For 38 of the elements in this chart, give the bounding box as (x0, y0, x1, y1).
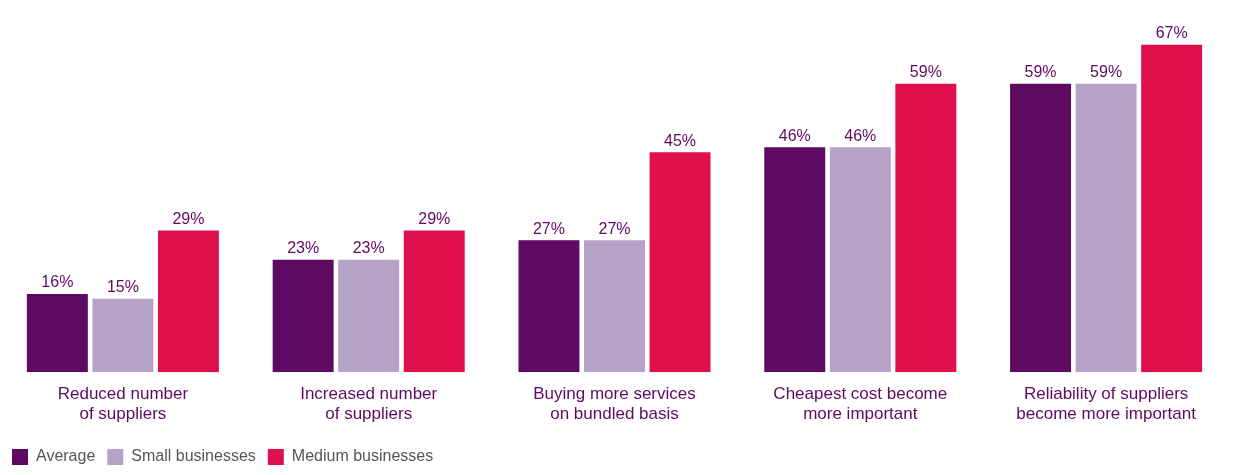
data-label: 27% (598, 219, 631, 237)
data-label: 16% (41, 273, 74, 291)
x-tick-label: Increased number of suppliers (300, 384, 438, 424)
bar (1141, 44, 1203, 373)
data-label: 67% (1155, 24, 1188, 42)
legend-label: Small businesses (131, 447, 256, 465)
data-label: 29% (172, 209, 205, 227)
legend-label: Medium businesses (291, 447, 434, 465)
bar (157, 230, 219, 373)
bar (338, 259, 400, 373)
bar (584, 240, 645, 373)
bar (272, 259, 334, 373)
x-tick-label: Reduced number of suppliers (57, 384, 189, 424)
bar (1075, 83, 1137, 373)
bar (649, 152, 711, 373)
legend-label: Average (36, 447, 96, 465)
data-label: 27% (532, 219, 565, 237)
bar (92, 298, 154, 373)
bar (1010, 83, 1072, 373)
data-label: 59% (909, 63, 942, 81)
data-label: 15% (106, 278, 139, 296)
x-tick-label: Buying more services on bundled basis (533, 384, 696, 424)
data-label: 59% (1090, 63, 1123, 81)
bar (403, 230, 465, 373)
data-label: 29% (418, 209, 451, 227)
data-label: 23% (287, 239, 320, 257)
data-label: 59% (1024, 63, 1057, 81)
data-label: 46% (778, 126, 811, 144)
x-tick-label: Reliability of suppliers become more important (1016, 384, 1197, 424)
data-label: 23% (352, 239, 385, 257)
bar (829, 147, 891, 373)
data-label: 45% (664, 131, 697, 149)
bar (895, 83, 957, 373)
data-label: 46% (844, 126, 877, 144)
bar (764, 147, 826, 373)
bar (26, 293, 88, 373)
bar (518, 240, 580, 373)
x-tick-label: Cheapest cost become more important (773, 384, 948, 424)
